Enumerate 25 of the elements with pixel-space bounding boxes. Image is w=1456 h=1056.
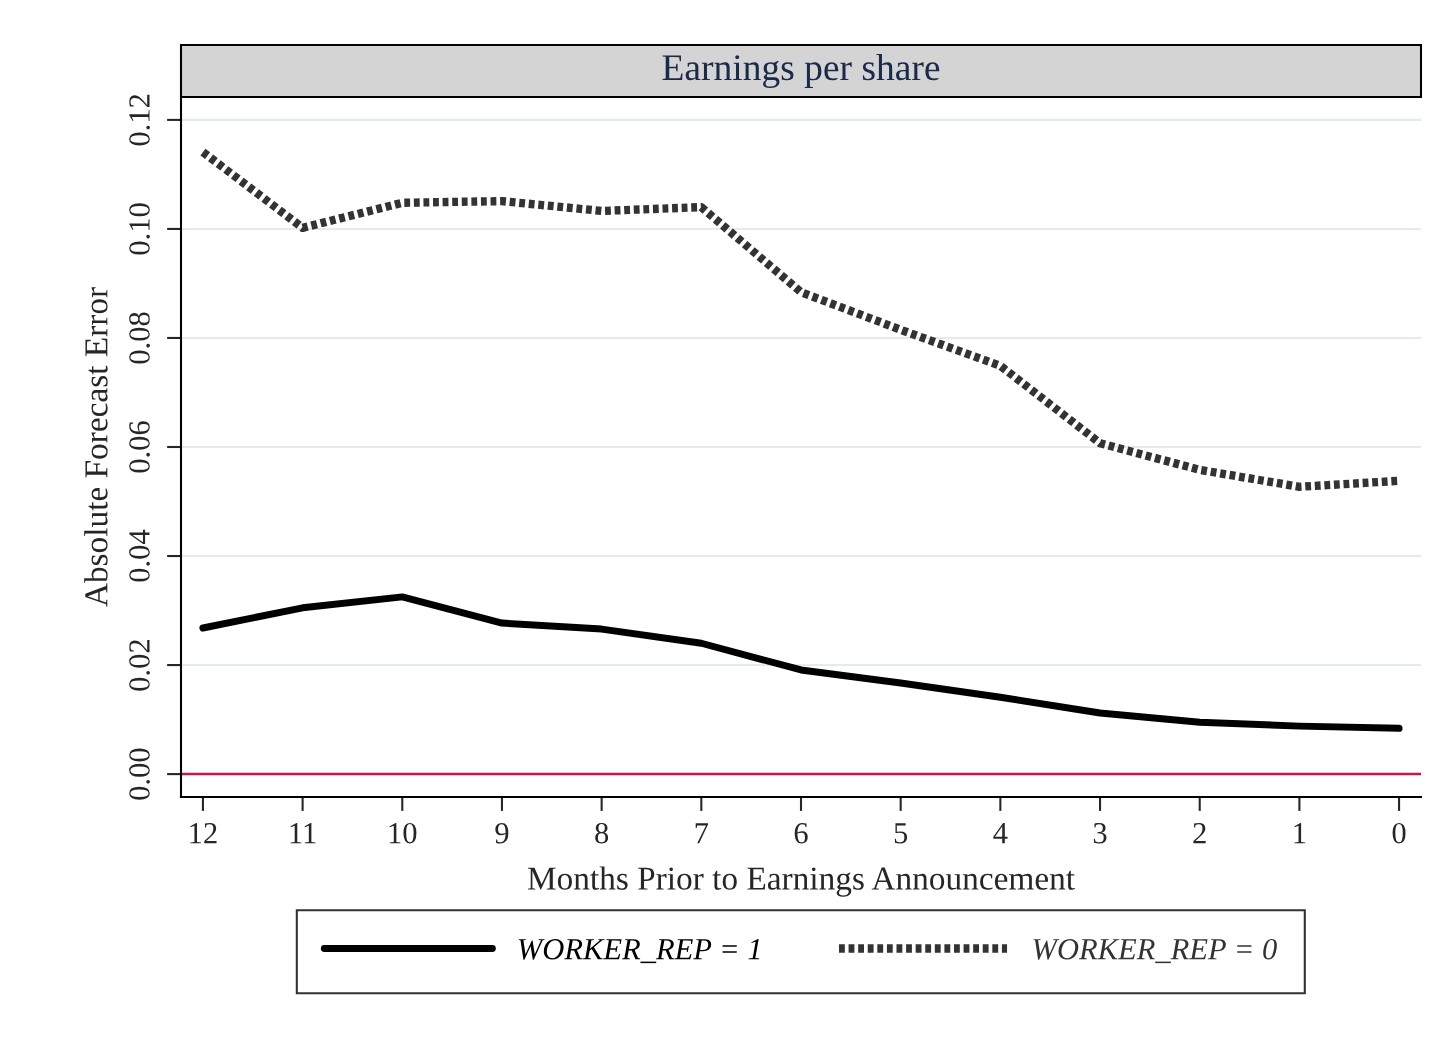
chart-title: Earnings per share [662,53,940,89]
x-tick-label: 12 [190,822,217,844]
x-tick-label: 10 [389,822,417,844]
x-tick-label: 4 [993,823,1008,844]
y-tick-label: 0.08 [129,312,150,364]
x-tick-label: 9 [495,822,509,844]
text: WORKER_REP = 1 [518,938,760,964]
y-tick-label: 0.00 [129,748,150,800]
x-tick-label: 8 [595,822,609,844]
y-tick-label: 0.02 [129,640,150,691]
x-tick-label: 0 [1392,822,1406,844]
text: WORKER_REP = 0 [1033,938,1277,964]
x-tick-label: 11 [290,823,316,844]
x-tick-label: 2 [1193,822,1206,844]
y-tick-label: 0.04 [129,529,150,582]
y-tick-label: 0.12 [129,94,150,146]
x-tick-label: 6 [794,822,808,844]
x-axis-title: Months Prior to Earnings Announcement [527,866,1075,897]
y-axis-title: Absolute Forecast Error [84,287,108,607]
x-tick-label: 1 [1294,823,1306,844]
x-tick-label: 5 [894,823,908,844]
y-tick-label: 0.06 [129,421,150,473]
x-tick-label: 3 [1093,822,1107,844]
y-tick-label: 0.10 [129,203,150,255]
x-tick-label: 7 [695,823,709,844]
